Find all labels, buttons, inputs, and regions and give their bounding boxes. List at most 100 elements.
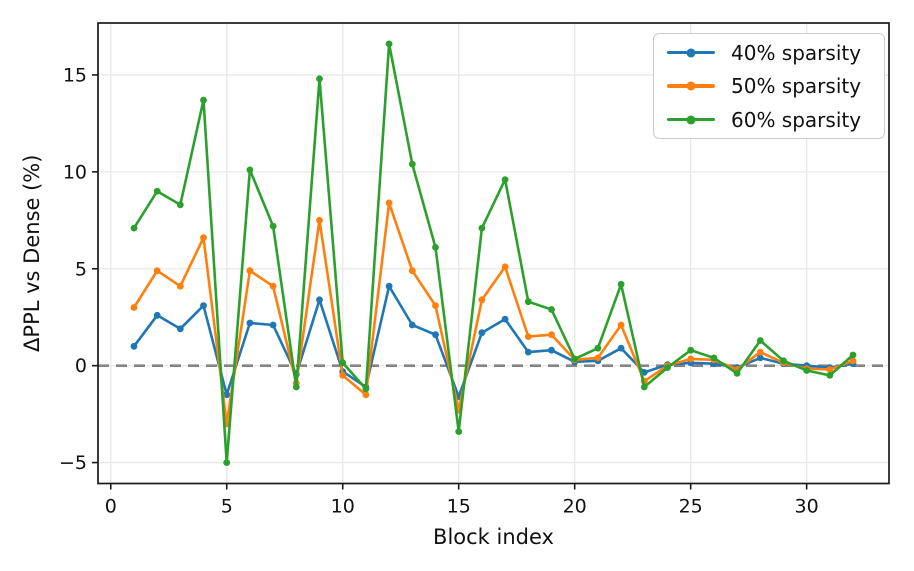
data-point-marker [176, 282, 184, 290]
data-point-marker [687, 355, 695, 363]
x-axis-label: Block index [433, 525, 554, 549]
data-point-marker [246, 166, 254, 174]
data-point-marker [385, 282, 393, 290]
y-axis-label: ΔPPL vs Dense (%) [20, 155, 44, 352]
data-series [130, 40, 857, 466]
series-line [132, 201, 855, 426]
data-point-marker [756, 348, 764, 356]
data-point-marker [548, 306, 555, 313]
data-point-marker [200, 302, 207, 309]
data-point-marker [408, 267, 416, 275]
data-point-marker [408, 321, 416, 329]
data-point-marker [617, 344, 625, 352]
data-point-marker [316, 75, 323, 83]
data-point-marker [640, 383, 648, 391]
data-point-marker [153, 267, 161, 275]
legend-marker-dot [686, 48, 696, 57]
data-point-marker [432, 302, 439, 309]
data-point-marker [223, 391, 231, 399]
data-point-marker [548, 346, 555, 354]
legend-label: 60% sparsity [731, 107, 862, 132]
y-tick-label: 10 [63, 161, 87, 183]
data-point-marker [524, 333, 532, 340]
plot-border [97, 22, 890, 485]
legend-item-60-sparsity: 60% sparsity [667, 105, 884, 135]
legend-line-swatch-blue [667, 48, 715, 57]
data-point-marker [756, 337, 764, 344]
y-tick-label: −5 [59, 452, 87, 474]
data-point-marker [849, 357, 857, 365]
data-point-marker [803, 367, 811, 374]
data-point-marker [130, 224, 138, 232]
data-point-marker [200, 96, 207, 104]
legend-item-50-sparsity: 50% sparsity [667, 71, 884, 101]
data-point-marker [478, 329, 486, 337]
data-point-marker [246, 267, 254, 275]
data-point-marker [733, 370, 741, 377]
data-point-marker [130, 304, 138, 311]
data-point-marker [780, 357, 787, 365]
data-point-marker [339, 372, 347, 379]
data-point-marker [200, 234, 207, 242]
data-point-marker [385, 199, 393, 207]
data-point-marker [501, 263, 509, 271]
legend-line-swatch-orange [667, 81, 715, 91]
legend-label: 50% sparsity [731, 74, 862, 98]
legend: 40% sparsity 50% sparsity 60% sparsity [653, 33, 885, 139]
data-point-marker [153, 187, 161, 195]
data-point-marker [687, 346, 695, 354]
legend-marker-dot [686, 81, 696, 91]
data-point-marker [594, 344, 602, 352]
data-point-marker [432, 331, 439, 339]
data-point-marker [501, 176, 509, 184]
y-tick-label: 0 [75, 355, 87, 377]
data-point-marker [478, 296, 486, 304]
legend-marker-dot [686, 115, 696, 124]
x-tick-label: 20 [563, 496, 587, 518]
data-point-marker [176, 201, 184, 209]
x-tick-label: 10 [331, 496, 355, 518]
data-point-marker [269, 282, 277, 290]
data-point-marker [710, 354, 718, 362]
data-point-marker [849, 351, 857, 359]
data-point-marker [478, 224, 486, 232]
series-line [132, 42, 855, 464]
data-point-marker [408, 160, 416, 168]
series-line [132, 284, 855, 399]
axis-ticks: 0 5 10 15 20 25 30 −5 0 5 10 15 [59, 64, 819, 517]
data-point-marker [269, 321, 277, 329]
series-60-sparsity [130, 40, 857, 466]
data-point-marker [756, 354, 764, 362]
data-point-marker [176, 325, 184, 333]
x-tick-label: 15 [447, 496, 471, 518]
data-point-marker [524, 298, 532, 306]
data-point-marker [292, 383, 300, 391]
x-tick-label: 25 [679, 496, 703, 518]
legend-item-40-sparsity: 40% sparsity [667, 38, 884, 68]
data-point-marker [664, 364, 671, 371]
data-point-marker [362, 385, 370, 393]
y-tick-label: 15 [63, 64, 87, 86]
data-point-marker [246, 319, 254, 327]
legend-label: 40% sparsity [731, 40, 862, 65]
y-tick-label: 5 [75, 258, 87, 280]
data-point-marker [362, 391, 370, 399]
series-50-sparsity [130, 199, 857, 428]
x-tick-label: 5 [221, 496, 233, 518]
data-point-marker [316, 216, 323, 224]
data-point-marker [385, 40, 393, 48]
data-point-marker [269, 222, 277, 230]
data-point-marker [153, 311, 161, 319]
data-point-marker [617, 321, 625, 329]
data-point-marker [316, 296, 323, 304]
data-point-marker [617, 280, 625, 288]
data-point-marker [571, 355, 579, 363]
data-point-marker [826, 372, 834, 379]
data-point-marker [826, 366, 834, 373]
x-tick-label: 0 [105, 496, 117, 518]
data-point-marker [432, 244, 439, 251]
legend-line-swatch-green [667, 115, 715, 124]
x-tick-label: 30 [795, 496, 819, 518]
data-point-marker [223, 459, 231, 466]
